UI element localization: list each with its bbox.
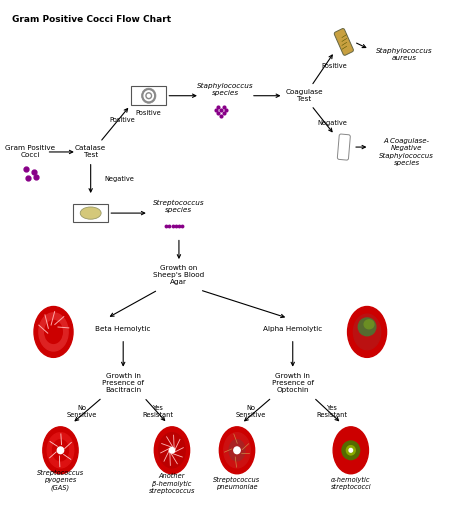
Text: Positive: Positive	[109, 117, 135, 123]
Text: Growth in
Presence of
Bacitracin: Growth in Presence of Bacitracin	[102, 373, 144, 393]
Ellipse shape	[219, 427, 255, 474]
Ellipse shape	[53, 440, 68, 461]
Ellipse shape	[358, 318, 376, 336]
FancyBboxPatch shape	[337, 134, 350, 160]
Ellipse shape	[229, 440, 245, 461]
Circle shape	[349, 449, 353, 452]
Ellipse shape	[155, 427, 190, 474]
Text: Gram Positive Cocci Flow Chart: Gram Positive Cocci Flow Chart	[12, 15, 171, 25]
Text: Yes
Resistant: Yes Resistant	[143, 405, 173, 418]
Ellipse shape	[347, 307, 387, 357]
Ellipse shape	[333, 427, 368, 474]
Text: Beta Hemolytic: Beta Hemolytic	[95, 326, 151, 332]
Ellipse shape	[43, 427, 78, 474]
Circle shape	[57, 447, 64, 454]
Text: Negative: Negative	[317, 119, 347, 126]
Text: Streptococcus
pyogenes
(GAS): Streptococcus pyogenes (GAS)	[37, 471, 84, 491]
Circle shape	[142, 89, 155, 103]
Text: Another
β-hemolytic
streptococcus: Another β-hemolytic streptococcus	[149, 473, 195, 494]
Text: Staphylococcus
aureus: Staphylococcus aureus	[376, 48, 433, 61]
FancyBboxPatch shape	[334, 28, 354, 56]
Circle shape	[234, 447, 240, 454]
Circle shape	[144, 91, 154, 101]
Text: α-hemolytic
streptococci: α-hemolytic streptococci	[330, 477, 371, 490]
Text: Positive: Positive	[321, 63, 347, 69]
Text: Yes
Resistant: Yes Resistant	[317, 405, 348, 418]
Ellipse shape	[354, 314, 381, 350]
Ellipse shape	[364, 320, 374, 329]
Ellipse shape	[39, 313, 68, 351]
Circle shape	[146, 93, 152, 99]
Circle shape	[346, 445, 355, 455]
Ellipse shape	[338, 434, 363, 467]
Text: Staphylococcus
species: Staphylococcus species	[197, 83, 254, 96]
Text: Catalase
Test: Catalase Test	[75, 146, 106, 158]
Text: Coagulase
Test: Coagulase Test	[285, 89, 323, 102]
Ellipse shape	[159, 433, 185, 468]
Text: Streptococcus
pneumoniae: Streptococcus pneumoniae	[213, 477, 261, 490]
FancyBboxPatch shape	[131, 86, 166, 105]
Text: Positive: Positive	[136, 110, 162, 116]
Text: Gram Positive
Cocci: Gram Positive Cocci	[5, 146, 55, 158]
Circle shape	[342, 441, 360, 460]
Text: Growth on
Sheep's Blood
Agar: Growth on Sheep's Blood Agar	[153, 265, 205, 285]
Text: Growth in
Presence of
Optochin: Growth in Presence of Optochin	[272, 373, 314, 393]
Text: Alpha Hemolytic: Alpha Hemolytic	[263, 326, 322, 332]
Text: Streptococcus
species: Streptococcus species	[153, 200, 205, 213]
Circle shape	[147, 94, 150, 97]
Ellipse shape	[45, 321, 62, 343]
Circle shape	[169, 447, 174, 453]
Ellipse shape	[47, 433, 74, 468]
Text: No
Sensitive: No Sensitive	[236, 405, 266, 418]
Ellipse shape	[34, 307, 73, 357]
Text: A Coagulase-
Negative
Staphylococcus
species: A Coagulase- Negative Staphylococcus spe…	[379, 138, 434, 166]
FancyBboxPatch shape	[73, 204, 108, 222]
Text: Negative: Negative	[105, 176, 135, 182]
Text: No
Sensitive: No Sensitive	[66, 405, 97, 418]
Ellipse shape	[80, 207, 101, 219]
Ellipse shape	[224, 433, 250, 468]
